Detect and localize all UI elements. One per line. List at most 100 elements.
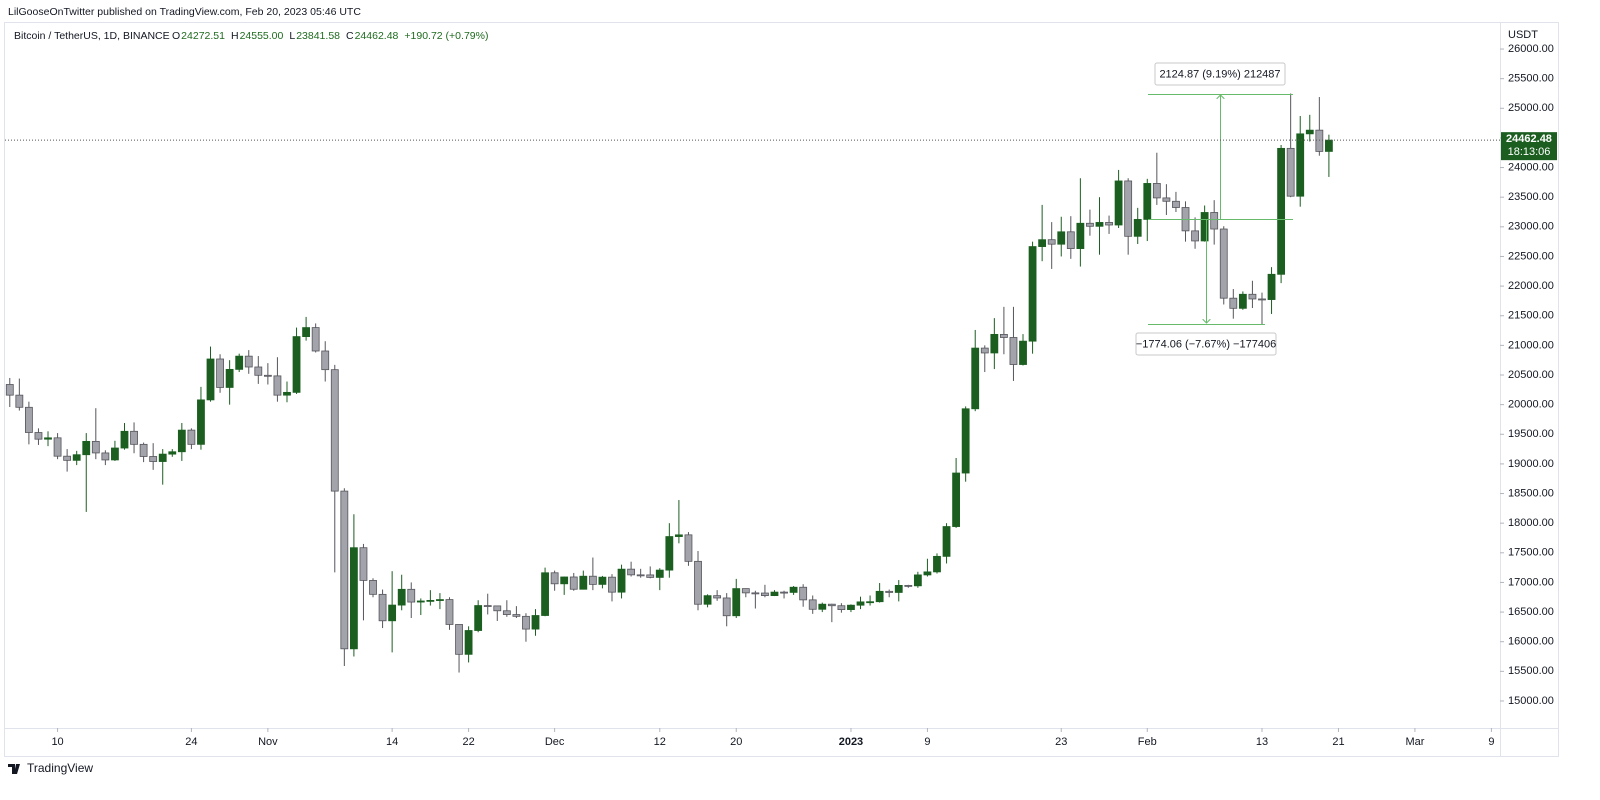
candle-body (91, 440, 100, 454)
candle-body (455, 624, 463, 655)
candle-body (311, 327, 320, 352)
y-tick-label: 24000.00 (1508, 161, 1554, 173)
candle-body (44, 437, 52, 440)
plot (5, 93, 1333, 673)
candle-body (1047, 239, 1056, 245)
candle-body (522, 615, 530, 630)
candle-body (1133, 219, 1142, 237)
ohlc-key: L (289, 30, 295, 42)
candle-body (72, 454, 81, 461)
x-tick-label: 24 (185, 736, 197, 748)
candle-body (875, 590, 884, 603)
candle-body (216, 358, 224, 388)
y-tick-label: 18000.00 (1508, 517, 1554, 529)
candle-body (474, 605, 483, 631)
candle-body (82, 440, 91, 456)
candle-body (1038, 239, 1047, 247)
candle-body (732, 588, 741, 617)
candle-body (703, 595, 712, 605)
measure-down: −1774.06 (−7.67%) −177406 (1135, 220, 1277, 356)
candle-body (751, 592, 760, 595)
candle-body (627, 568, 636, 576)
candle-body (847, 604, 855, 610)
candle-body (1162, 197, 1171, 202)
legend: Bitcoin / TetherUS, 1D, BINANCE O 24272.5… (14, 30, 488, 42)
logo: TradingView (8, 761, 93, 775)
candle-body (63, 455, 72, 461)
candle-body (866, 601, 874, 604)
candle-body (225, 368, 234, 388)
candle-body (674, 534, 683, 537)
candle-body (445, 599, 454, 625)
y-tick-label: 19500.00 (1508, 428, 1554, 440)
candle-body (436, 599, 444, 601)
candle-body (158, 453, 167, 462)
candle-body (139, 443, 148, 457)
candle-body (1057, 231, 1066, 245)
x-tick-label: Nov (258, 736, 278, 748)
candle-body (952, 472, 961, 527)
x-tick-label: 2023 (839, 736, 863, 748)
candle-body (407, 588, 416, 603)
candle-body (1267, 273, 1276, 300)
candle-body (713, 595, 722, 599)
y-tick-label: 25000.00 (1508, 102, 1554, 114)
candle-body (799, 586, 808, 601)
candle-body (369, 580, 377, 595)
candle-body (818, 603, 827, 610)
candle-body (684, 534, 693, 562)
candle-body (340, 490, 349, 650)
y-tick-label: 23500.00 (1508, 191, 1554, 203)
candle-body (302, 327, 311, 337)
ohlc-value: 24272.51 (181, 30, 225, 42)
candle-body (569, 576, 578, 590)
candle-body (894, 585, 903, 593)
candle-body (1124, 180, 1133, 237)
y-tick-label: 15000.00 (1508, 695, 1554, 707)
candle-body (1219, 228, 1228, 299)
candle-body (608, 576, 616, 593)
ohlc-key: O (172, 30, 180, 42)
candle-body (827, 603, 836, 607)
candle-body (149, 456, 158, 462)
candle-body (904, 585, 913, 587)
published-note: LilGooseOnTwitter published on TradingVi… (8, 6, 361, 18)
candle-body (913, 574, 922, 587)
candle-body (263, 374, 272, 377)
candle-body (34, 432, 43, 440)
candle-body (483, 605, 492, 607)
candle-body (885, 590, 894, 593)
candle-body (15, 394, 24, 408)
ohlc-value: 24555.00 (240, 30, 284, 42)
y-tick-label: 17500.00 (1508, 547, 1554, 559)
y-tick-label: 18500.00 (1508, 487, 1554, 499)
candle-body (416, 600, 425, 603)
x-tick-label: Feb (1138, 736, 1157, 748)
candle-body (1200, 212, 1209, 242)
y-tick-label: 21500.00 (1508, 310, 1554, 322)
x-tick-label: 23 (1055, 736, 1067, 748)
candle-body (1114, 180, 1123, 226)
candle-body (550, 572, 559, 585)
candle-body (1066, 231, 1075, 249)
candle-body (1095, 222, 1104, 227)
candle-body (273, 375, 282, 396)
candle-body (560, 576, 569, 585)
candle-body (168, 451, 177, 455)
candle-body (694, 560, 702, 605)
logo-icon (8, 764, 20, 774)
candle-body (741, 588, 750, 594)
candle-body (359, 547, 368, 581)
candle-body (177, 429, 186, 453)
candle-body (464, 630, 473, 655)
candle-body (1315, 129, 1324, 152)
candle-body (980, 347, 989, 354)
candle-body (349, 547, 358, 650)
ohlc-key: C (346, 30, 354, 42)
candle-body (990, 334, 999, 354)
y-tick-label: 17000.00 (1508, 576, 1554, 588)
candle-body (598, 576, 607, 585)
candle-body (5, 384, 14, 396)
candle-body (942, 526, 951, 557)
candle-body (1277, 147, 1286, 275)
